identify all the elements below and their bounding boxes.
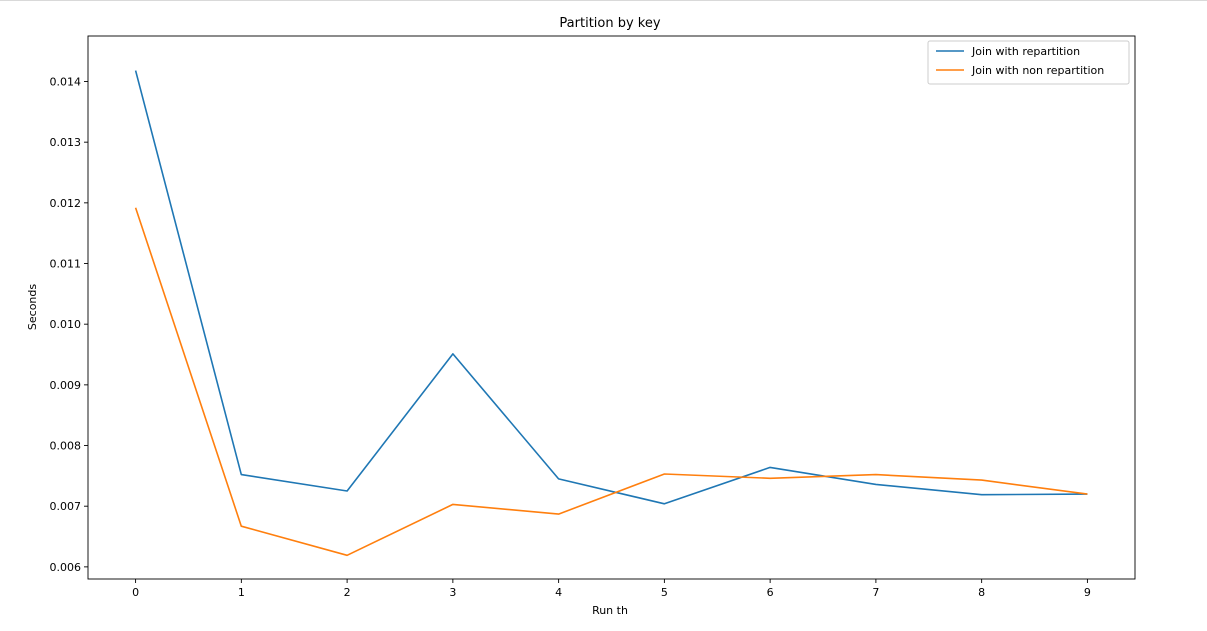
chart-title: Partition by key: [559, 16, 660, 31]
y-tick-label: 0.012: [50, 197, 82, 210]
y-tick-label: 0.008: [50, 440, 82, 453]
y-tick-label: 0.006: [50, 561, 82, 574]
legend-box: [927, 40, 1130, 85]
series-line-1: [134, 70, 1088, 505]
series-line-2: [134, 207, 1088, 557]
x-tick-label: 1: [238, 586, 245, 599]
x-tick-label: 5: [661, 586, 668, 599]
legend-label-1: Join with repartition: [971, 45, 1080, 58]
y-tick-label: 0.013: [50, 136, 82, 149]
y-tick-label: 0.009: [50, 379, 82, 392]
window-top-border: [0, 0, 1207, 1]
x-tick-label: 0: [132, 586, 139, 599]
legend-label-2: Join with non repartition: [971, 64, 1104, 77]
y-tick-label: 0.010: [50, 318, 82, 331]
x-tick-label: 4: [555, 586, 562, 599]
x-tick-label: 8: [978, 586, 985, 599]
x-tick-label: 7: [872, 586, 879, 599]
x-tick-label: 3: [449, 586, 456, 599]
x-tick-label: 6: [767, 586, 774, 599]
y-axis-label: Seconds: [26, 284, 39, 330]
y-tick-label: 0.007: [50, 500, 82, 513]
y-tick-label: 0.014: [50, 76, 82, 89]
x-tick-label: 9: [1084, 586, 1091, 599]
plot-frame: [87, 35, 1136, 580]
x-tick-label: 2: [344, 586, 351, 599]
x-axis-label: Run th: [592, 604, 628, 617]
y-tick-label: 0.011: [50, 258, 82, 271]
legend: Join with repartition Join with non repar…: [927, 40, 1130, 85]
plot-area: 0 1 2 3 4 5 6 7 8 9 0.006 0.007 0.008 0.009 0.010 0.011…: [50, 35, 1136, 599]
